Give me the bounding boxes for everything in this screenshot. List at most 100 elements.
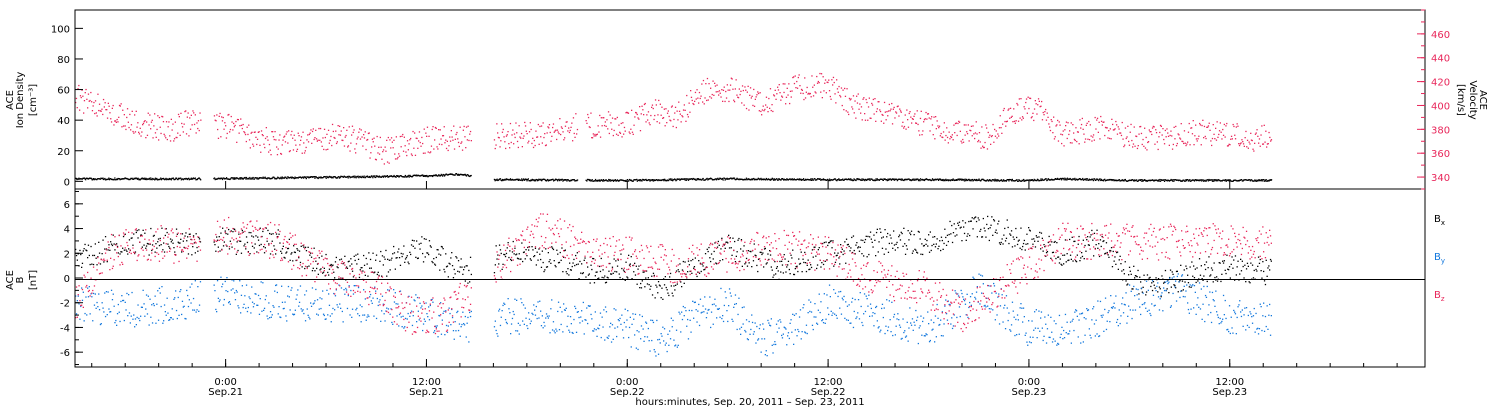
data-point [1187,131,1190,133]
data-point [1200,265,1202,267]
data-point [248,231,250,234]
data-point [371,138,374,140]
data-point [1264,179,1266,181]
data-point [520,137,522,139]
data-point [399,175,401,177]
data-point [386,161,389,163]
data-point [935,116,937,118]
data-point [406,176,408,178]
data-point [992,123,994,126]
data-point [629,263,631,265]
data-point [325,253,327,256]
data-point [1078,178,1081,180]
data-point [335,142,338,145]
data-point [161,286,163,288]
data-point [219,178,222,180]
data-point [757,92,760,95]
data-point [169,178,171,180]
data-point [253,247,255,249]
data-point [196,178,198,181]
data-point [888,103,890,106]
data-point [661,179,663,181]
data-point [854,100,856,102]
data-point [955,122,957,124]
data-point [329,139,331,142]
data-point [1132,288,1134,290]
data-point [379,136,381,139]
data-point [493,178,496,181]
data-point [532,146,535,149]
data-point [605,125,607,127]
data-point [92,178,94,181]
data-point [1211,269,1214,271]
data-point [1048,235,1050,238]
data-point [552,126,554,129]
data-point [310,176,312,178]
data-point [589,126,591,129]
data-point [1246,139,1249,141]
data-point [391,141,393,143]
data-point [448,145,450,147]
data-point [622,179,624,181]
data-point [543,270,545,273]
data-point [191,254,193,256]
data-point [239,177,241,179]
data-point [424,175,426,177]
data-point [803,179,805,181]
data-point [402,176,404,178]
data-point [109,311,111,313]
data-point [158,179,160,181]
data-point [337,306,339,308]
data-point [310,129,312,131]
data-point [1205,180,1208,182]
data-point [132,130,134,133]
data-point [362,314,364,316]
data-point [754,254,756,256]
data-point [387,271,390,273]
data-point [720,178,722,180]
data-point [1211,180,1214,182]
data-point [332,176,335,178]
data-point [133,314,135,316]
data-point [1176,142,1178,145]
data-point [140,178,143,180]
data-point [721,89,723,91]
data-point [951,224,953,227]
data-point [751,179,753,181]
data-point [903,227,905,229]
data-point [434,263,436,265]
data-point [690,90,692,92]
data-point [361,136,363,138]
data-point [916,251,918,253]
data-point [185,232,187,234]
data-point [263,177,265,179]
data-point [515,122,517,124]
data-point [536,179,538,181]
data-point [324,275,326,277]
data-point [907,230,909,232]
data-point [442,175,444,177]
data-point [728,100,730,103]
data-point [128,178,131,181]
data-point [823,241,825,244]
data-point [667,292,669,294]
data-point [355,309,357,311]
data-point [390,308,392,310]
data-point [1208,256,1210,258]
data-point [701,179,703,181]
data-point [1193,144,1195,146]
data-point [414,247,416,249]
data-point [737,97,740,99]
data-point [776,266,778,268]
data-point [978,139,980,142]
data-point [1058,262,1061,264]
data-point [1101,235,1103,238]
data-point [1181,280,1184,282]
data-point [87,296,90,298]
data-point [324,318,326,320]
data-point [830,98,832,100]
data-point [1171,179,1173,181]
data-point [1132,146,1134,148]
data-point [93,254,96,257]
data-point [408,176,410,178]
